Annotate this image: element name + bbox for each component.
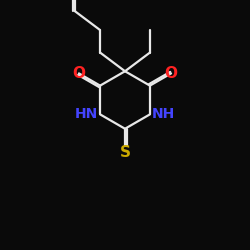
Text: O: O — [164, 66, 177, 81]
Text: O: O — [72, 66, 86, 81]
Text: NH: NH — [152, 108, 175, 122]
Text: HN: HN — [75, 108, 98, 122]
Text: S: S — [120, 145, 130, 160]
